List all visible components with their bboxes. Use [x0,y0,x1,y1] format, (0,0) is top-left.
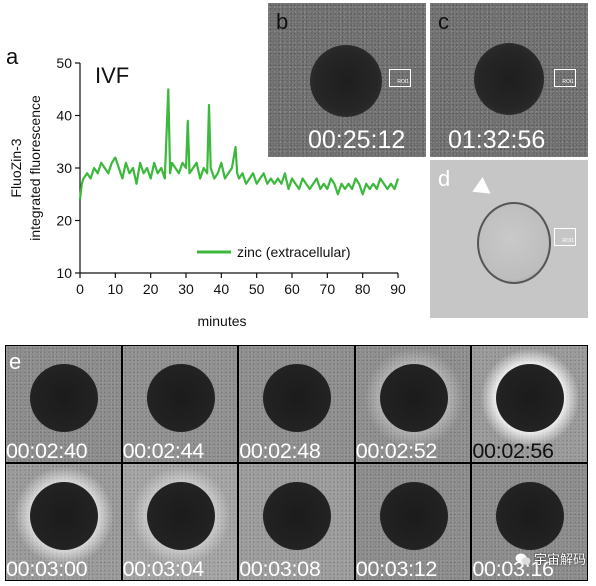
egg-cell [310,45,382,117]
frame-timestamp: 00:03:16 [472,557,554,580]
x-tick-label: 60 [284,281,300,297]
frame-timestamp: 00:02:52 [355,439,438,462]
x-tick-label: 80 [355,281,371,297]
egg-cell [146,364,215,432]
chart-legend: zinc (extracellular) [197,244,351,260]
frame-timestamp: 00:02:56 [472,439,554,462]
egg-cell [30,482,98,550]
panel-label-b: b [276,9,289,34]
timelapse-frame: 00:03:08 [239,464,354,580]
roi-label: ROI1 [562,238,574,244]
timelapse-frame: 00:03:00 [6,464,121,580]
wechat-icon [515,553,531,565]
y-tick-label: 50 [56,55,72,71]
frame-timestamp: 00:03:04 [122,557,205,580]
frame-timestamp: 00:03:12 [355,557,438,580]
roi-box: ROI1 [554,228,576,246]
y-axis-title-line2: integrated fluorescence [27,95,43,241]
timelapse-frame: 00:03:16 [472,464,587,580]
egg-cell [496,364,565,432]
timelapse-frame: 00:02:48 [239,346,354,462]
egg-cell [263,364,332,432]
timestamp-b: 00:25:12 [308,126,406,154]
x-tick-label: 50 [249,281,265,297]
timelapse-grid: e 00:02:40 00:02:44 00:02:48 00:02:52 00:02:… [5,345,588,581]
x-tick-label: 20 [143,281,159,297]
timelapse-frame: 00:03:04 [122,464,238,580]
y-tick-label: 40 [56,108,72,124]
egg-cell [263,482,332,550]
y-tick-label: 20 [56,213,72,229]
panel-label-c: c [438,9,449,34]
egg-cell [379,364,448,432]
legend-label: zinc (extracellular) [237,244,351,260]
watermark: 宇宙解码 [515,549,586,568]
series-line-zinc [78,88,400,200]
timelapse-frame: 00:02:40 [6,346,121,462]
y-tick-label: 10 [56,265,72,281]
micrograph-d: ROI1 d [430,160,588,318]
panel-label-d: d [438,166,451,191]
micrograph-b: ROI1 b 00:25:12 [268,3,426,157]
egg-cell [496,482,565,550]
roi-box: ROI1 [554,69,576,87]
x-tick-label: 10 [108,281,124,297]
y-tick-label: 30 [56,160,72,176]
egg-cell-brightfield [477,202,551,284]
x-tick-label: 0 [76,281,84,297]
timelapse-frame: 00:02:44 [122,346,238,462]
frame-timestamp: 00:03:00 [6,557,88,580]
timestamp-c: 01:32:56 [448,126,546,154]
timelapse-frame: 00:02:52 [355,346,471,462]
egg-cell [379,482,448,550]
frame-timestamp: 00:02:40 [6,439,88,462]
timelapse-frame: 00:02:56 [472,346,587,462]
egg-cell [30,364,98,432]
panel-label-e: e [9,349,22,374]
panel-label-a: a [6,44,19,69]
chart-series [78,88,400,200]
x-tick-label: 30 [178,281,194,297]
frame-timestamp: 00:03:08 [239,557,321,580]
timelapse-frame: 00:03:12 [355,464,471,580]
x-tick-label: 40 [214,281,230,297]
egg-cell [146,482,215,550]
roi-box: ROI1 [389,69,411,87]
roi-label: ROI1 [397,79,409,85]
x-tick-label: 90 [390,281,406,297]
egg-cell [474,43,544,115]
arrowhead-icon [472,177,496,201]
frame-timestamp: 00:02:44 [122,439,205,462]
watermark-text: 宇宙解码 [533,553,586,568]
y-axis-title-line1: FluoZin-3 [8,138,24,197]
x-axis-title: minutes [197,313,246,329]
frame-timestamp: 00:02:48 [239,439,321,462]
roi-label: ROI1 [562,79,574,85]
x-tick-label: 70 [320,281,336,297]
chart-title: IVF [95,63,129,88]
micrograph-c: ROI1 c 01:32:56 [430,3,588,157]
